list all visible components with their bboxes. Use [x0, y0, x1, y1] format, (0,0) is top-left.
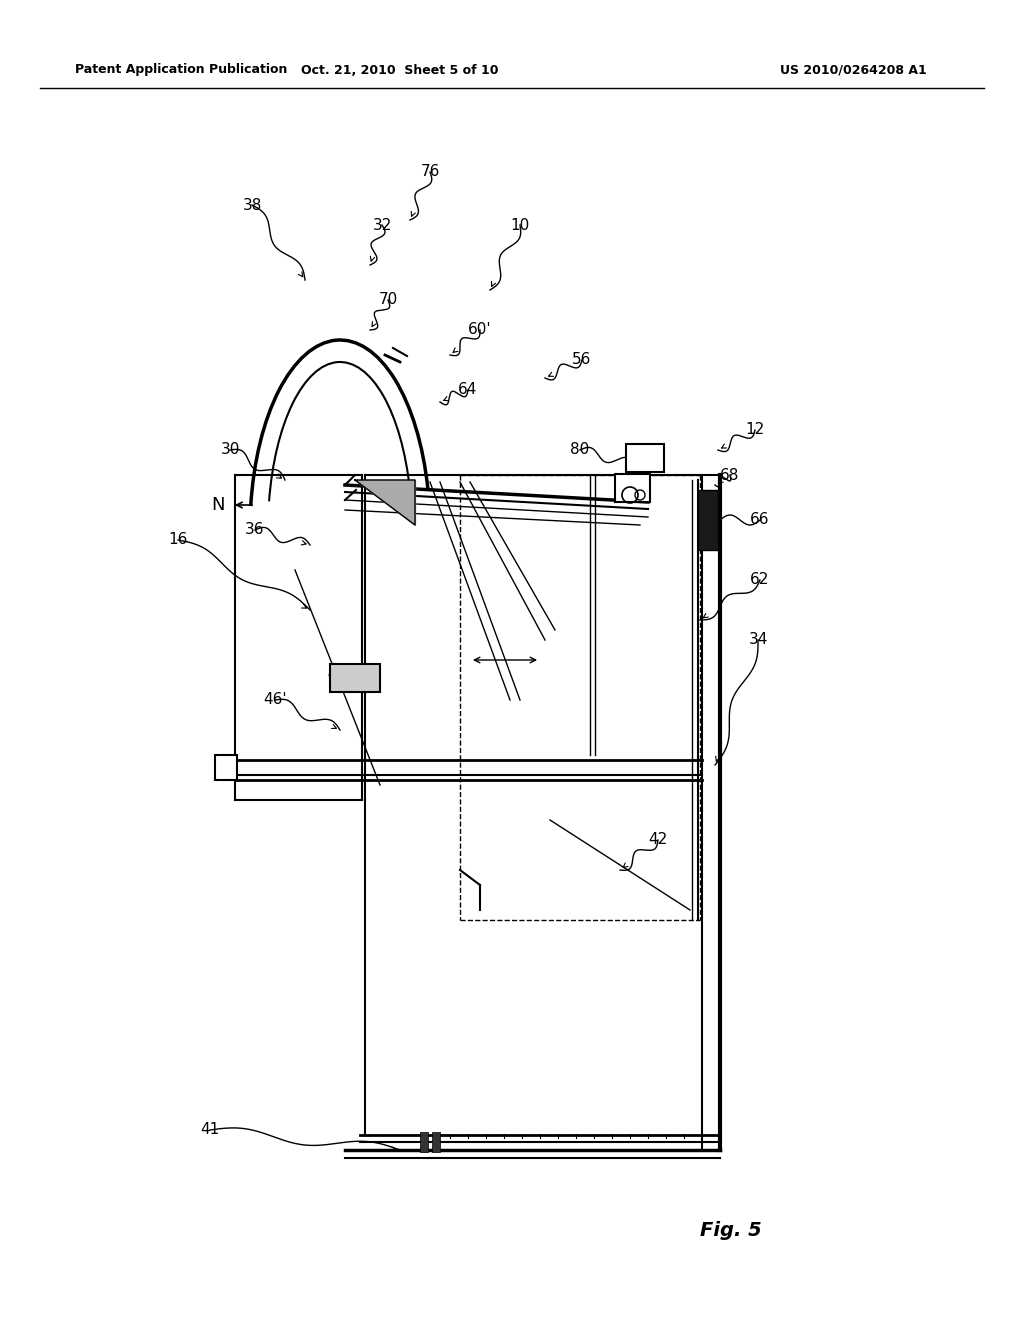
Text: 12: 12: [745, 422, 765, 437]
Text: Oct. 21, 2010  Sheet 5 of 10: Oct. 21, 2010 Sheet 5 of 10: [301, 63, 499, 77]
Text: 62: 62: [751, 573, 770, 587]
Text: 60': 60': [468, 322, 492, 338]
Text: 64: 64: [459, 383, 477, 397]
Bar: [215, 755, 237, 780]
Bar: [615, 474, 650, 502]
Text: 34: 34: [749, 632, 768, 648]
Bar: [432, 1133, 440, 1152]
Text: 16: 16: [168, 532, 187, 548]
Text: US 2010/0264208 A1: US 2010/0264208 A1: [780, 63, 927, 77]
Text: 36: 36: [246, 523, 265, 537]
Text: 76: 76: [420, 165, 439, 180]
Text: 80: 80: [570, 442, 590, 458]
Text: 70: 70: [379, 293, 397, 308]
Text: 41: 41: [201, 1122, 219, 1138]
Text: 66: 66: [751, 512, 770, 528]
Text: 68: 68: [720, 467, 739, 483]
Text: 46': 46': [263, 693, 287, 708]
Bar: [626, 444, 664, 473]
Text: 56: 56: [572, 352, 592, 367]
Text: 38: 38: [243, 198, 262, 213]
Bar: [698, 490, 718, 550]
Text: Patent Application Publication: Patent Application Publication: [75, 63, 288, 77]
Bar: [330, 664, 380, 692]
Text: Fig. 5: Fig. 5: [700, 1221, 762, 1239]
Text: 30: 30: [220, 442, 240, 458]
Text: 42: 42: [648, 833, 668, 847]
Text: 10: 10: [510, 218, 529, 232]
Polygon shape: [355, 480, 415, 525]
Bar: [420, 1133, 428, 1152]
Text: N: N: [211, 496, 224, 513]
Text: 32: 32: [373, 218, 392, 232]
